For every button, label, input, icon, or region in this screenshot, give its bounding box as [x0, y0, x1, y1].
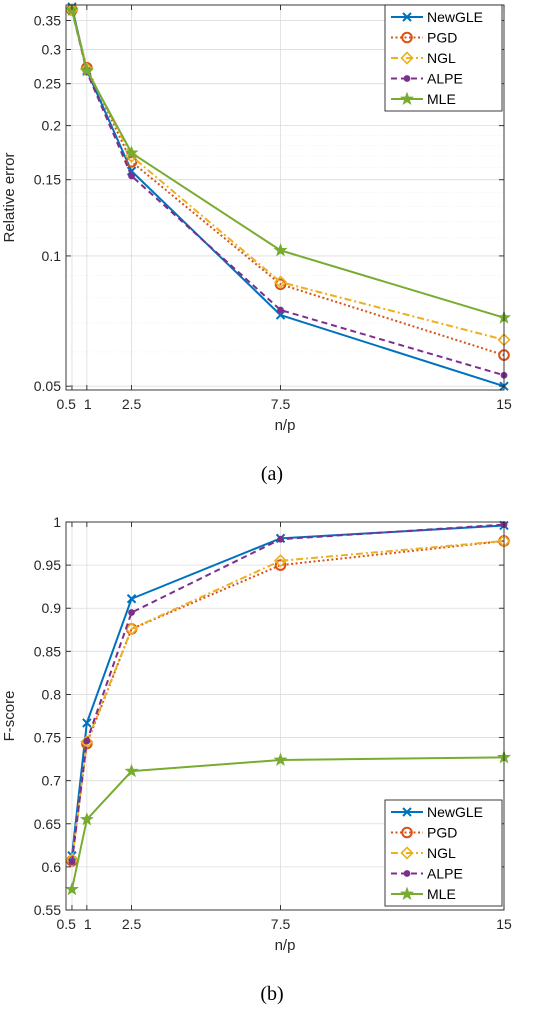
series-line-alpe — [70, 523, 505, 862]
data-point-ngl — [65, 853, 79, 867]
data-point-alpe — [68, 858, 76, 866]
axes-box — [65, 521, 505, 911]
legend-label-newgle: NewGLE — [427, 9, 483, 25]
data-point-newgle — [126, 594, 137, 604]
axes-box — [65, 4, 505, 391]
y-tick-label: 0.65 — [34, 816, 61, 832]
legend-label-ngl: NGL — [427, 845, 456, 861]
data-point-pgd — [125, 155, 138, 168]
legend-marker-newgle — [402, 807, 412, 817]
data-point-newgle — [126, 166, 137, 176]
y-axis-label: F-score — [1, 691, 18, 742]
data-point-alpe — [128, 172, 135, 180]
x-tick-label: 1 — [84, 396, 92, 412]
data-point-ngl — [273, 275, 288, 289]
legend-marker-mle — [399, 886, 415, 900]
x-axis-label: n/p — [275, 937, 296, 954]
y-tick-label: 1 — [53, 514, 61, 530]
data-point-pgd — [274, 278, 287, 291]
data-point-mle — [273, 752, 288, 766]
legend-label-newgle: NewGLE — [427, 804, 483, 820]
legend-marker-newgle — [402, 12, 412, 22]
y-tick-label: 0.3 — [42, 41, 62, 57]
x-tick-label: 7.5 — [271, 396, 291, 412]
y-tick-label: 0.15 — [34, 172, 61, 188]
data-point-pgd — [274, 559, 287, 571]
x-tick-label: 0.5 — [56, 396, 76, 412]
data-point-mle — [79, 812, 94, 826]
legend-entry-mle: MLE — [391, 886, 456, 902]
data-point-alpe — [128, 609, 135, 616]
y-tick-label: 0.95 — [34, 557, 61, 573]
legend-entry-alpe: ALPE — [391, 71, 463, 87]
figure-caption: (b) — [260, 983, 283, 1005]
legend-marker-ngl — [400, 51, 414, 65]
legend-label-alpe: ALPE — [427, 866, 463, 882]
figure-caption: (a) — [261, 463, 283, 485]
series-mle — [64, 750, 512, 896]
legend-entry-ngl: NGL — [391, 50, 456, 66]
y-tick-label: 0.7 — [42, 773, 62, 789]
x-axis-label: n/p — [275, 417, 296, 434]
y-tick-label: 0.2 — [42, 118, 62, 134]
legend-marker-pgd — [401, 826, 413, 839]
legend-marker-alpe — [403, 870, 411, 877]
y-tick-label: 0.05 — [34, 378, 61, 394]
legend-entry-mle: MLE — [391, 91, 456, 107]
legend-entry-ngl: NGL — [391, 845, 456, 861]
legend-label-alpe: ALPE — [427, 71, 463, 87]
legend-label-mle: MLE — [427, 91, 456, 107]
y-tick-label: 0.8 — [42, 686, 62, 702]
y-tick-label: 0.55 — [34, 902, 61, 918]
legend-label-mle: MLE — [427, 886, 456, 902]
legend-entry-pgd: PGD — [391, 825, 457, 841]
y-tick-label: 0.1 — [42, 248, 62, 264]
x-tick-label: 15 — [496, 396, 512, 412]
data-point-alpe — [83, 737, 91, 745]
legend-label-pgd: PGD — [427, 30, 457, 46]
data-point-ngl — [124, 622, 139, 636]
legend-box — [384, 4, 503, 112]
chart-f-score: 0.55 0.6 0.65 0.7 0.75 0.8 0.85 0.9 0.95 1 0.5 1 2.5… — [1, 514, 512, 1005]
data-point-newgle — [275, 310, 286, 320]
legend-entry-pgd: PGD — [391, 30, 457, 46]
data-point-alpe — [277, 535, 284, 543]
legend-entry-newgle: NewGLE — [391, 804, 483, 820]
y-tick-label: 0.25 — [34, 76, 61, 92]
data-point-alpe — [277, 306, 284, 314]
legend-entry-alpe: ALPE — [391, 866, 463, 882]
y-tick-label: 0.6 — [42, 859, 62, 875]
y-tick-label: 0.75 — [34, 730, 61, 746]
data-point-mle — [64, 881, 79, 896]
legend-label-pgd: PGD — [427, 825, 457, 841]
data-point-ngl — [273, 554, 288, 568]
x-tick-label: 0.5 — [56, 916, 76, 932]
x-tick-label: 7.5 — [271, 916, 291, 932]
x-tick-label: 1 — [84, 916, 92, 932]
x-tick-label: 15 — [496, 916, 512, 932]
legend-marker-ngl — [400, 846, 414, 860]
data-point-newgle — [82, 718, 92, 728]
legend: NewGLE PGD NGL ALPE MLE — [384, 4, 503, 112]
data-point-mle — [273, 243, 288, 257]
legend: NewGLE PGD NGL ALPE MLE — [384, 799, 503, 907]
y-tick-label: 0.9 — [42, 600, 62, 616]
data-point-mle — [124, 763, 139, 778]
data-point-mle — [79, 63, 94, 77]
chart-relative-error: 0.05 0.1 0.15 0.2 0.25 0.3 0.35 0.5 1 2.5 7.5 15 n/p… — [1, 2, 512, 485]
y-tick-label: 0.35 — [34, 12, 61, 28]
legend-marker-mle — [399, 91, 415, 105]
data-point-mle — [124, 145, 139, 159]
x-tick-label: 2.5 — [122, 916, 142, 932]
y-tick-label: 0.85 — [34, 643, 61, 659]
legend-label-ngl: NGL — [427, 50, 456, 66]
y-axis-label: Relative error — [1, 152, 18, 242]
legend-entry-newgle: NewGLE — [391, 9, 483, 25]
x-tick-label: 2.5 — [122, 396, 142, 412]
series-line-pgd — [70, 539, 505, 861]
legend-marker-alpe — [403, 75, 411, 82]
legend-marker-pgd — [401, 31, 413, 44]
legend-box — [384, 799, 503, 907]
